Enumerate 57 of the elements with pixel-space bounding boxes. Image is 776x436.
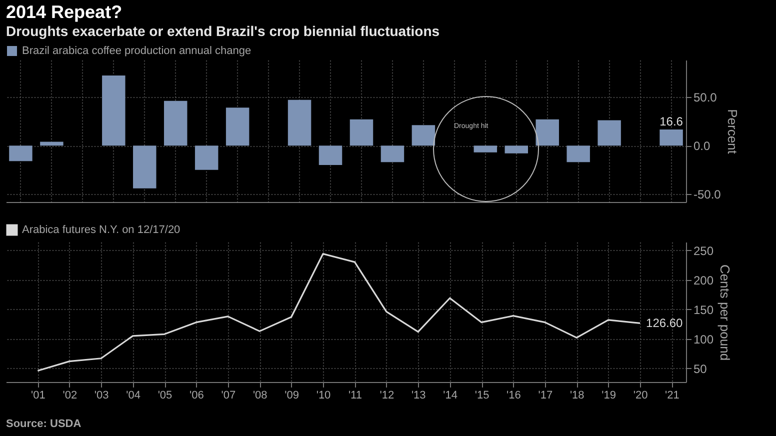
- source-note: Source: USDA: [5, 418, 82, 430]
- x-tick-label: '15: [474, 390, 490, 402]
- bar: [318, 146, 342, 166]
- x-tick-label: '09: [284, 390, 299, 402]
- y-tick-label: 100: [694, 332, 714, 346]
- x-tick-label: '14: [443, 390, 458, 402]
- bar: [133, 146, 156, 188]
- y-tick-label: 50: [694, 362, 708, 376]
- y-tick-label: -50.0: [694, 188, 722, 202]
- bar: [350, 119, 374, 146]
- x-tick-label: '19: [602, 390, 616, 402]
- x-tick-label: '07: [221, 390, 236, 402]
- x-tick-label: '08: [252, 390, 268, 402]
- x-tick-label: '04: [126, 390, 140, 402]
- bar: [566, 146, 590, 162]
- x-tick-label: '13: [411, 390, 426, 402]
- bar: [598, 120, 621, 146]
- x-tick-label: '21: [665, 390, 680, 402]
- bar: [474, 146, 498, 152]
- bar: [288, 100, 312, 146]
- y-tick-label: 150: [694, 302, 714, 317]
- y-tick-label: 200: [694, 273, 714, 288]
- x-tick-label: '12: [380, 390, 394, 402]
- y-axis-title: Percent: [724, 109, 740, 154]
- x-tick-label: '06: [190, 390, 204, 402]
- bar: [102, 76, 126, 146]
- bar: [164, 100, 188, 146]
- legend-label: Brazil arabica coffee production annual change: [22, 45, 252, 57]
- data-label: 126.60: [646, 316, 684, 330]
- bar: [660, 129, 683, 146]
- bar: [412, 125, 436, 146]
- bar: [536, 119, 559, 146]
- x-tick-label: '01: [31, 390, 46, 402]
- bar: [9, 146, 32, 162]
- y-tick-label: 250: [694, 244, 714, 258]
- bar: [226, 108, 250, 146]
- x-tick-label: '18: [570, 390, 584, 402]
- x-tick-label: '16: [506, 390, 521, 402]
- x-tick-label: '20: [633, 390, 648, 402]
- chart-title: 2014 Repeat?: [6, 2, 122, 22]
- x-tick-label: '17: [538, 390, 553, 402]
- bar: [504, 146, 528, 154]
- x-tick-label: '02: [62, 390, 78, 402]
- y-axis-title: Cents per pound: [718, 264, 733, 361]
- bar: [194, 146, 218, 170]
- chart-subtitle: Droughts exacerbate or extend Brazil's crop biennial fluctuations: [6, 23, 440, 39]
- y-tick-label: 50.0: [694, 90, 718, 104]
- y-tick-label: 0.0: [694, 139, 711, 154]
- legend-label: Arabica futures N.Y. on 12/17/20: [22, 224, 180, 236]
- bar: [380, 146, 404, 162]
- bar: [40, 142, 64, 146]
- data-label: 16.6: [660, 114, 684, 128]
- x-tick-label: '10: [316, 390, 331, 402]
- x-tick-label: '05: [158, 390, 172, 402]
- line-series: [36, 253, 641, 372]
- x-tick-label: '03: [94, 390, 109, 402]
- x-tick-label: '11: [348, 390, 362, 402]
